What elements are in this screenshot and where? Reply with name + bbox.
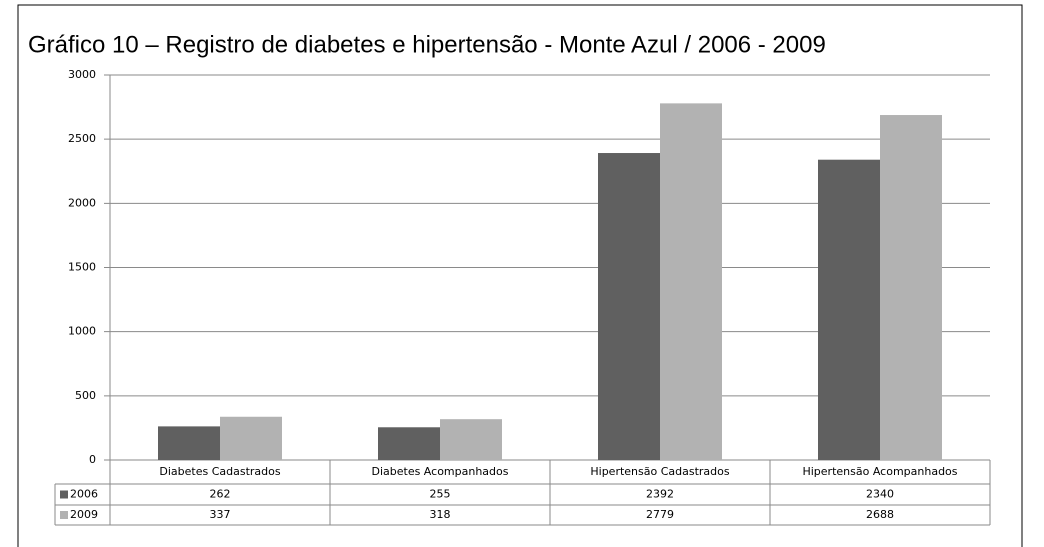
bar [220, 416, 282, 460]
bar [818, 159, 880, 460]
table-value: 337 [210, 508, 231, 521]
table-value: 262 [210, 488, 231, 501]
y-tick-label: 1000 [68, 325, 96, 338]
y-tick-label: 2500 [68, 132, 96, 145]
table-value: 2392 [646, 488, 674, 501]
x-tick-label: Diabetes Cadastrados [159, 465, 280, 478]
legend-label: 2009 [70, 508, 98, 521]
x-tick-label: Hipertensão Acompanhados [802, 465, 957, 478]
table-value: 255 [430, 488, 451, 501]
bar [598, 153, 660, 460]
y-tick-label: 3000 [68, 68, 96, 81]
bar [378, 427, 440, 460]
frame [17, 4, 1023, 547]
y-tick-label: 1500 [68, 261, 96, 274]
bar [880, 115, 942, 460]
legend-swatch [60, 490, 68, 499]
x-tick-label: Diabetes Acompanhados [371, 465, 508, 478]
table-value: 2688 [866, 508, 894, 521]
table-value: 2779 [646, 508, 674, 521]
y-tick-label: 2000 [68, 196, 96, 209]
y-tick-label: 500 [75, 389, 96, 402]
x-tick-label: Hipertensão Cadastrados [590, 465, 730, 478]
table-value: 2340 [866, 488, 894, 501]
legend-label: 2006 [70, 488, 98, 501]
bar [158, 426, 220, 460]
y-tick-label: 0 [89, 453, 96, 466]
table-value: 318 [430, 508, 451, 521]
bar [660, 103, 722, 460]
legend-swatch [60, 511, 68, 519]
bar [440, 419, 502, 460]
chart-title: Gráfico 10 – Registro de diabetes e hipe… [28, 31, 826, 58]
